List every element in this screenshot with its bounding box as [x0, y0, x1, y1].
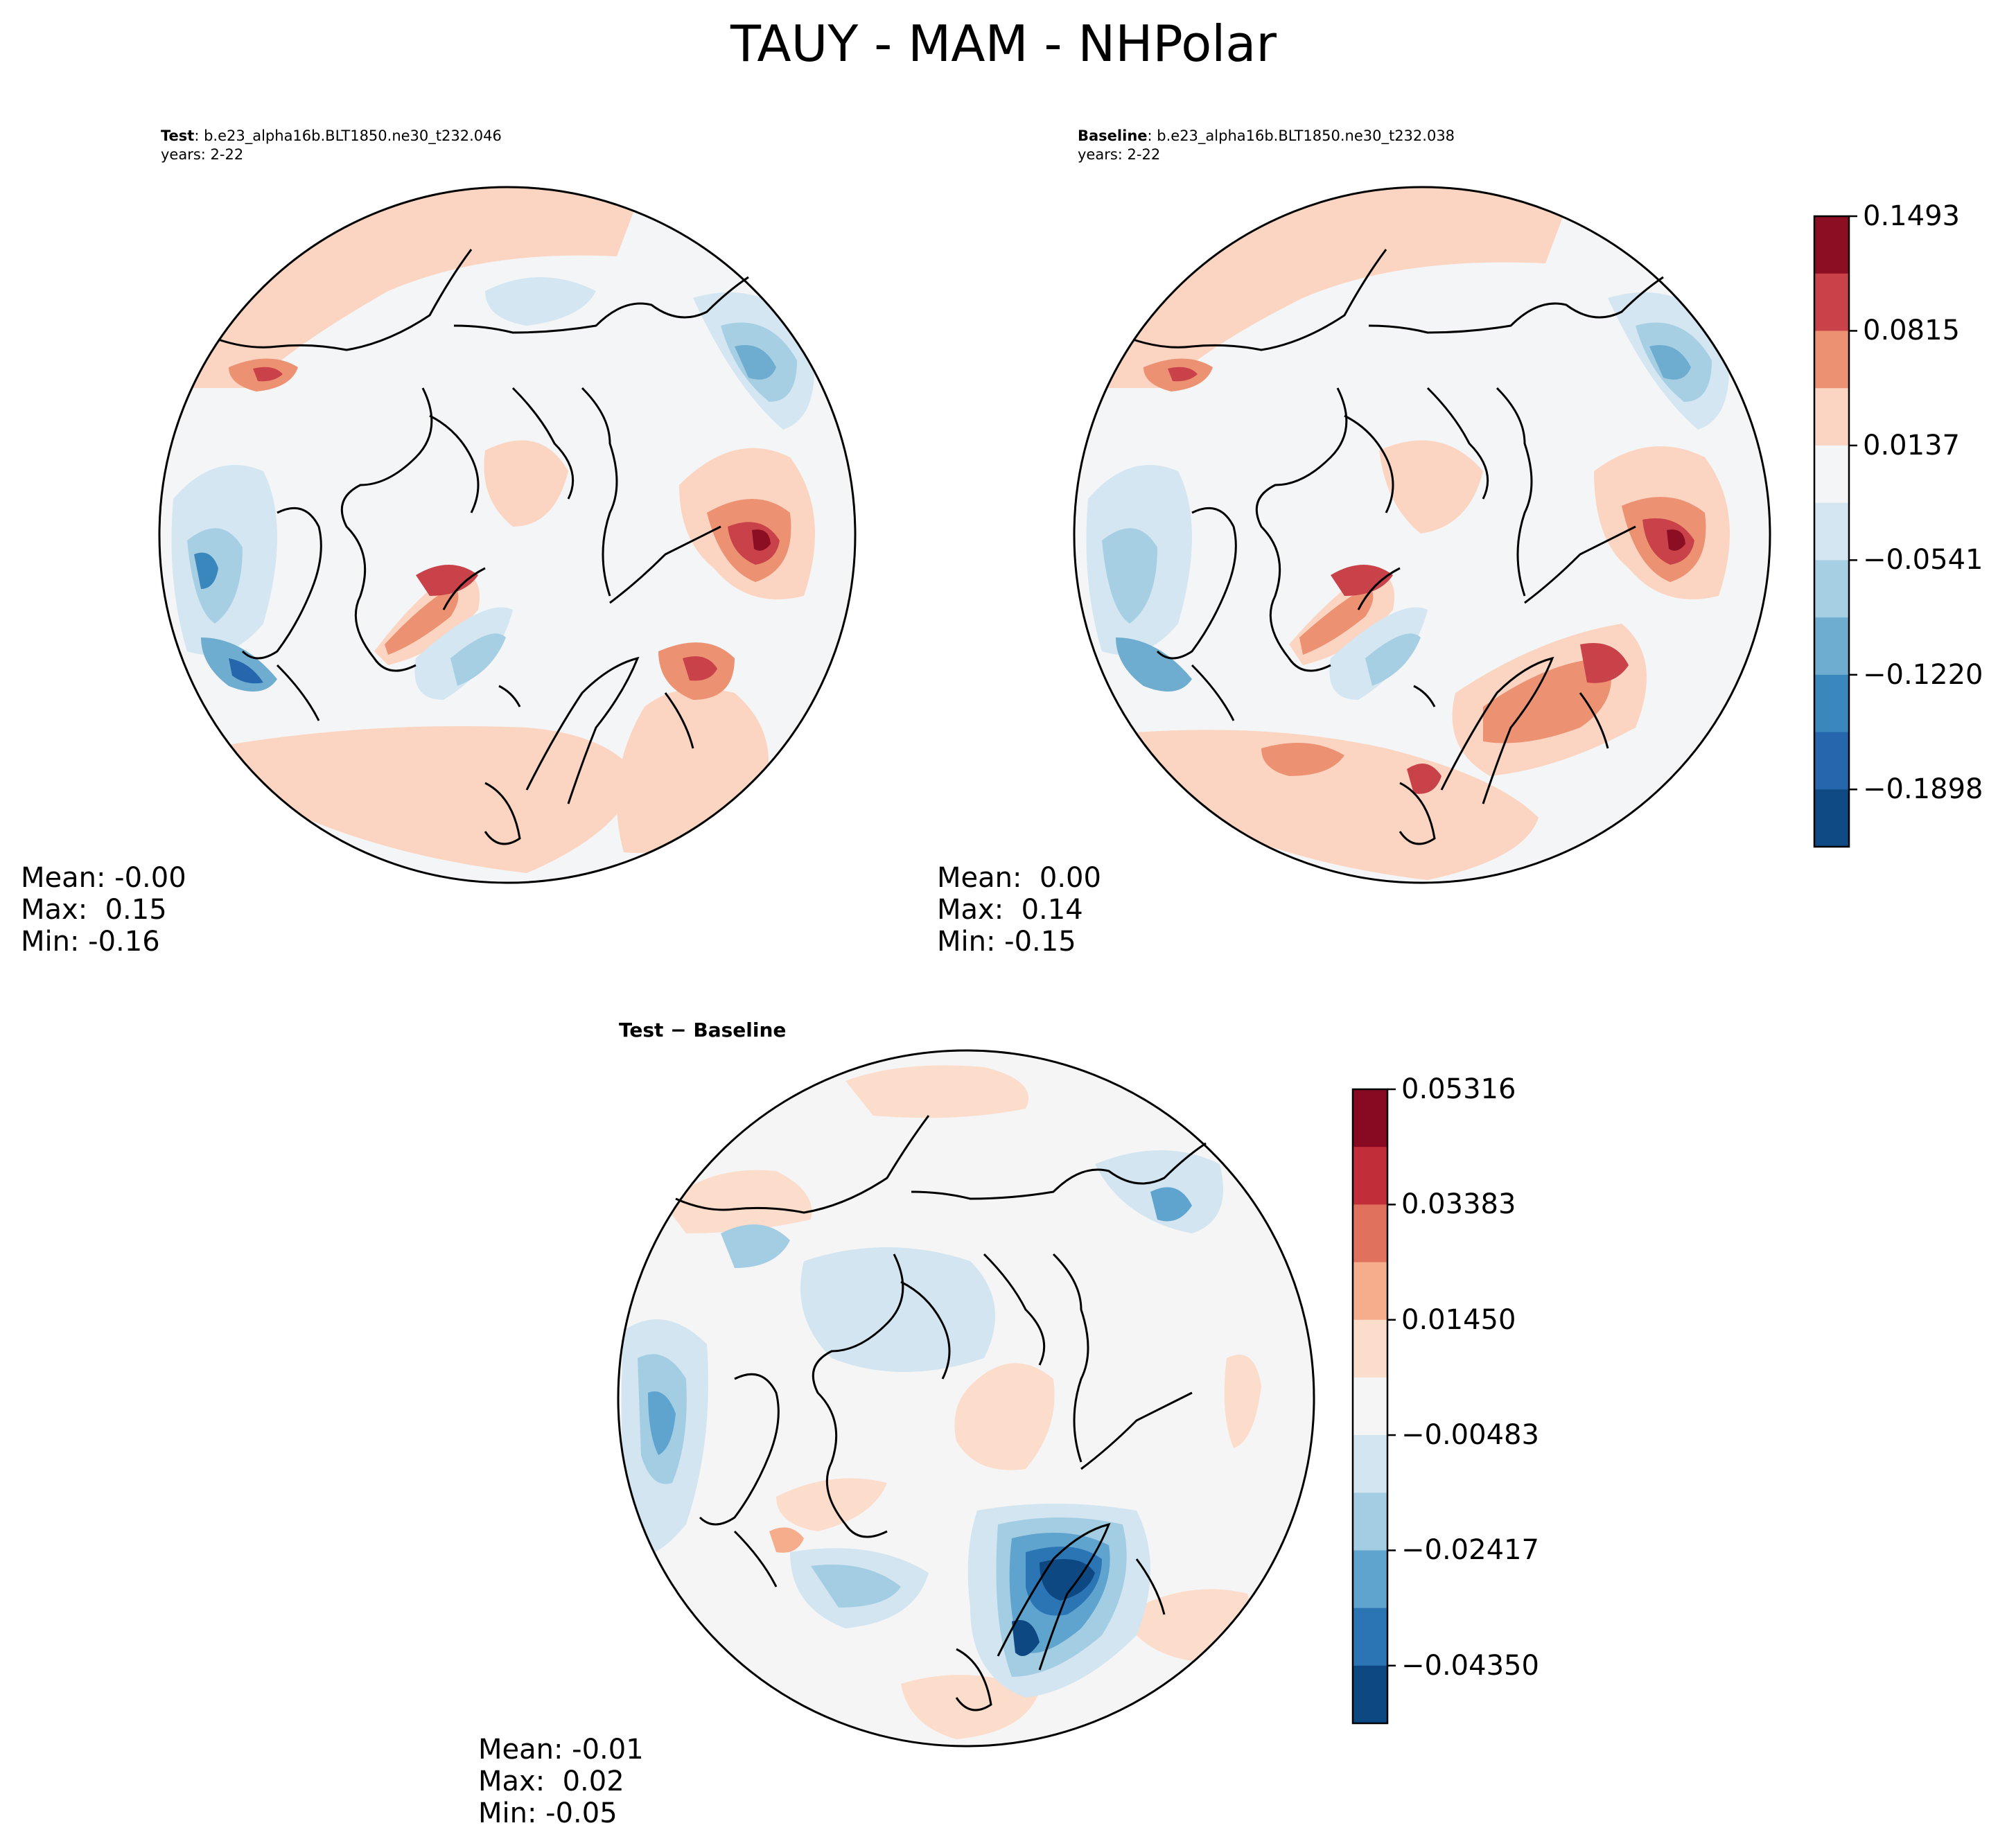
baseline-label: Baseline	[1078, 127, 1148, 144]
baseline-years: years: 2-22	[1078, 146, 1161, 163]
test-label: Test	[161, 127, 195, 144]
test-mean: Mean: -0.00	[21, 862, 186, 894]
baseline-stats: Mean: 0.00 Max: 0.14 Min: -0.15	[937, 862, 1101, 958]
main-colorbar-segment	[1814, 216, 1849, 274]
main-colorbar-segment	[1814, 502, 1849, 561]
main-colorbar-segment	[1814, 732, 1849, 790]
baseline-map-boundary	[1073, 186, 1771, 884]
main-colorbar-segment	[1814, 273, 1849, 331]
test-case: : b.e23_alpha16b.BLT1850.ne30_t232.046	[194, 127, 502, 144]
main-colorbar-segment	[1814, 445, 1849, 504]
main-colorbar-tick-label: 0.0815	[1863, 315, 1960, 347]
test-subtitle: Test: b.e23_alpha16b.BLT1850.ne30_t232.0…	[161, 127, 502, 164]
diff-colorbar-segment	[1353, 1204, 1387, 1263]
diff-coastlines	[675, 1115, 1207, 1711]
main-colorbar-tick-label: 0.0137	[1863, 429, 1960, 461]
figure-title: TAUY - MAM - NHPolar	[730, 15, 1277, 73]
baseline-subtitle: Baseline: b.e23_alpha16b.BLT1850.ne30_t2…	[1078, 127, 1455, 164]
test-max: Max: 0.15	[21, 894, 167, 926]
diff-colorbar-segment	[1353, 1550, 1387, 1609]
diff-map	[617, 1049, 1315, 1748]
main-colorbar-tick-label: −0.1898	[1863, 773, 1983, 806]
baseline-map	[1073, 186, 1771, 884]
diff-mean: Mean: -0.01	[478, 1734, 644, 1766]
diff-colorbar-tick-label: 0.01450	[1401, 1303, 1516, 1336]
baseline-case: : b.e23_alpha16b.BLT1850.ne30_t232.038	[1147, 127, 1455, 144]
baseline-map-field	[1074, 187, 1770, 883]
diff-stats: Mean: -0.01 Max: 0.02 Min: -0.05	[478, 1734, 644, 1829]
diff-colorbar-tick-label: −0.00483	[1401, 1419, 1539, 1452]
diff-title: Test − Baseline	[619, 1019, 787, 1041]
main-colorbar-segment	[1814, 560, 1849, 618]
main-colorbar-segment	[1814, 789, 1849, 847]
diff-colorbar-segment	[1353, 1608, 1387, 1666]
main-colorbar	[1813, 215, 1857, 848]
test-map	[158, 186, 857, 884]
test-map-boundary	[158, 186, 857, 884]
baseline-coastlines	[1132, 249, 1664, 845]
main-colorbar-segment	[1814, 674, 1849, 733]
diff-colorbar-segment	[1353, 1147, 1387, 1205]
diff-colorbar-segment	[1353, 1665, 1387, 1724]
diff-colorbar	[1351, 1088, 1396, 1725]
diff-colorbar-segment	[1353, 1377, 1387, 1436]
test-min: Min: -0.16	[21, 926, 160, 958]
main-colorbar-segment	[1814, 617, 1849, 676]
diff-min: Min: -0.05	[478, 1797, 617, 1829]
diff-colorbar-tick-label: 0.05316	[1401, 1073, 1516, 1105]
baseline-max: Max: 0.14	[937, 894, 1083, 926]
diff-max: Max: 0.02	[478, 1766, 624, 1797]
test-years: years: 2-22	[161, 146, 244, 163]
diff-colorbar-tick-label: −0.02417	[1401, 1534, 1539, 1567]
diff-colorbar-tick-label: 0.03383	[1401, 1188, 1516, 1221]
diff-colorbar-segment	[1353, 1089, 1387, 1147]
main-colorbar-segment	[1814, 388, 1849, 446]
diff-colorbar-tick-label: −0.04350	[1401, 1649, 1539, 1682]
main-colorbar-segment	[1814, 331, 1849, 389]
diff-map-boundary	[617, 1049, 1315, 1748]
main-colorbar-tick-label: −0.1220	[1863, 658, 1983, 691]
diff-colorbar-segment	[1353, 1493, 1387, 1551]
test-coastlines	[218, 249, 749, 845]
baseline-min: Min: -0.15	[937, 926, 1076, 958]
test-map-field	[159, 187, 855, 883]
diff-map-field	[618, 1050, 1314, 1746]
diff-colorbar-frame	[1351, 1088, 1389, 1725]
test-stats: Mean: -0.00 Max: 0.15 Min: -0.16	[21, 862, 186, 958]
baseline-mean: Mean: 0.00	[937, 862, 1101, 894]
main-colorbar-frame	[1813, 215, 1850, 848]
diff-colorbar-segment	[1353, 1319, 1387, 1378]
diff-colorbar-segment	[1353, 1262, 1387, 1321]
main-colorbar-tick-label: 0.1493	[1863, 200, 1960, 232]
diff-colorbar-segment	[1353, 1435, 1387, 1493]
main-colorbar-tick-label: −0.0541	[1863, 544, 1983, 577]
